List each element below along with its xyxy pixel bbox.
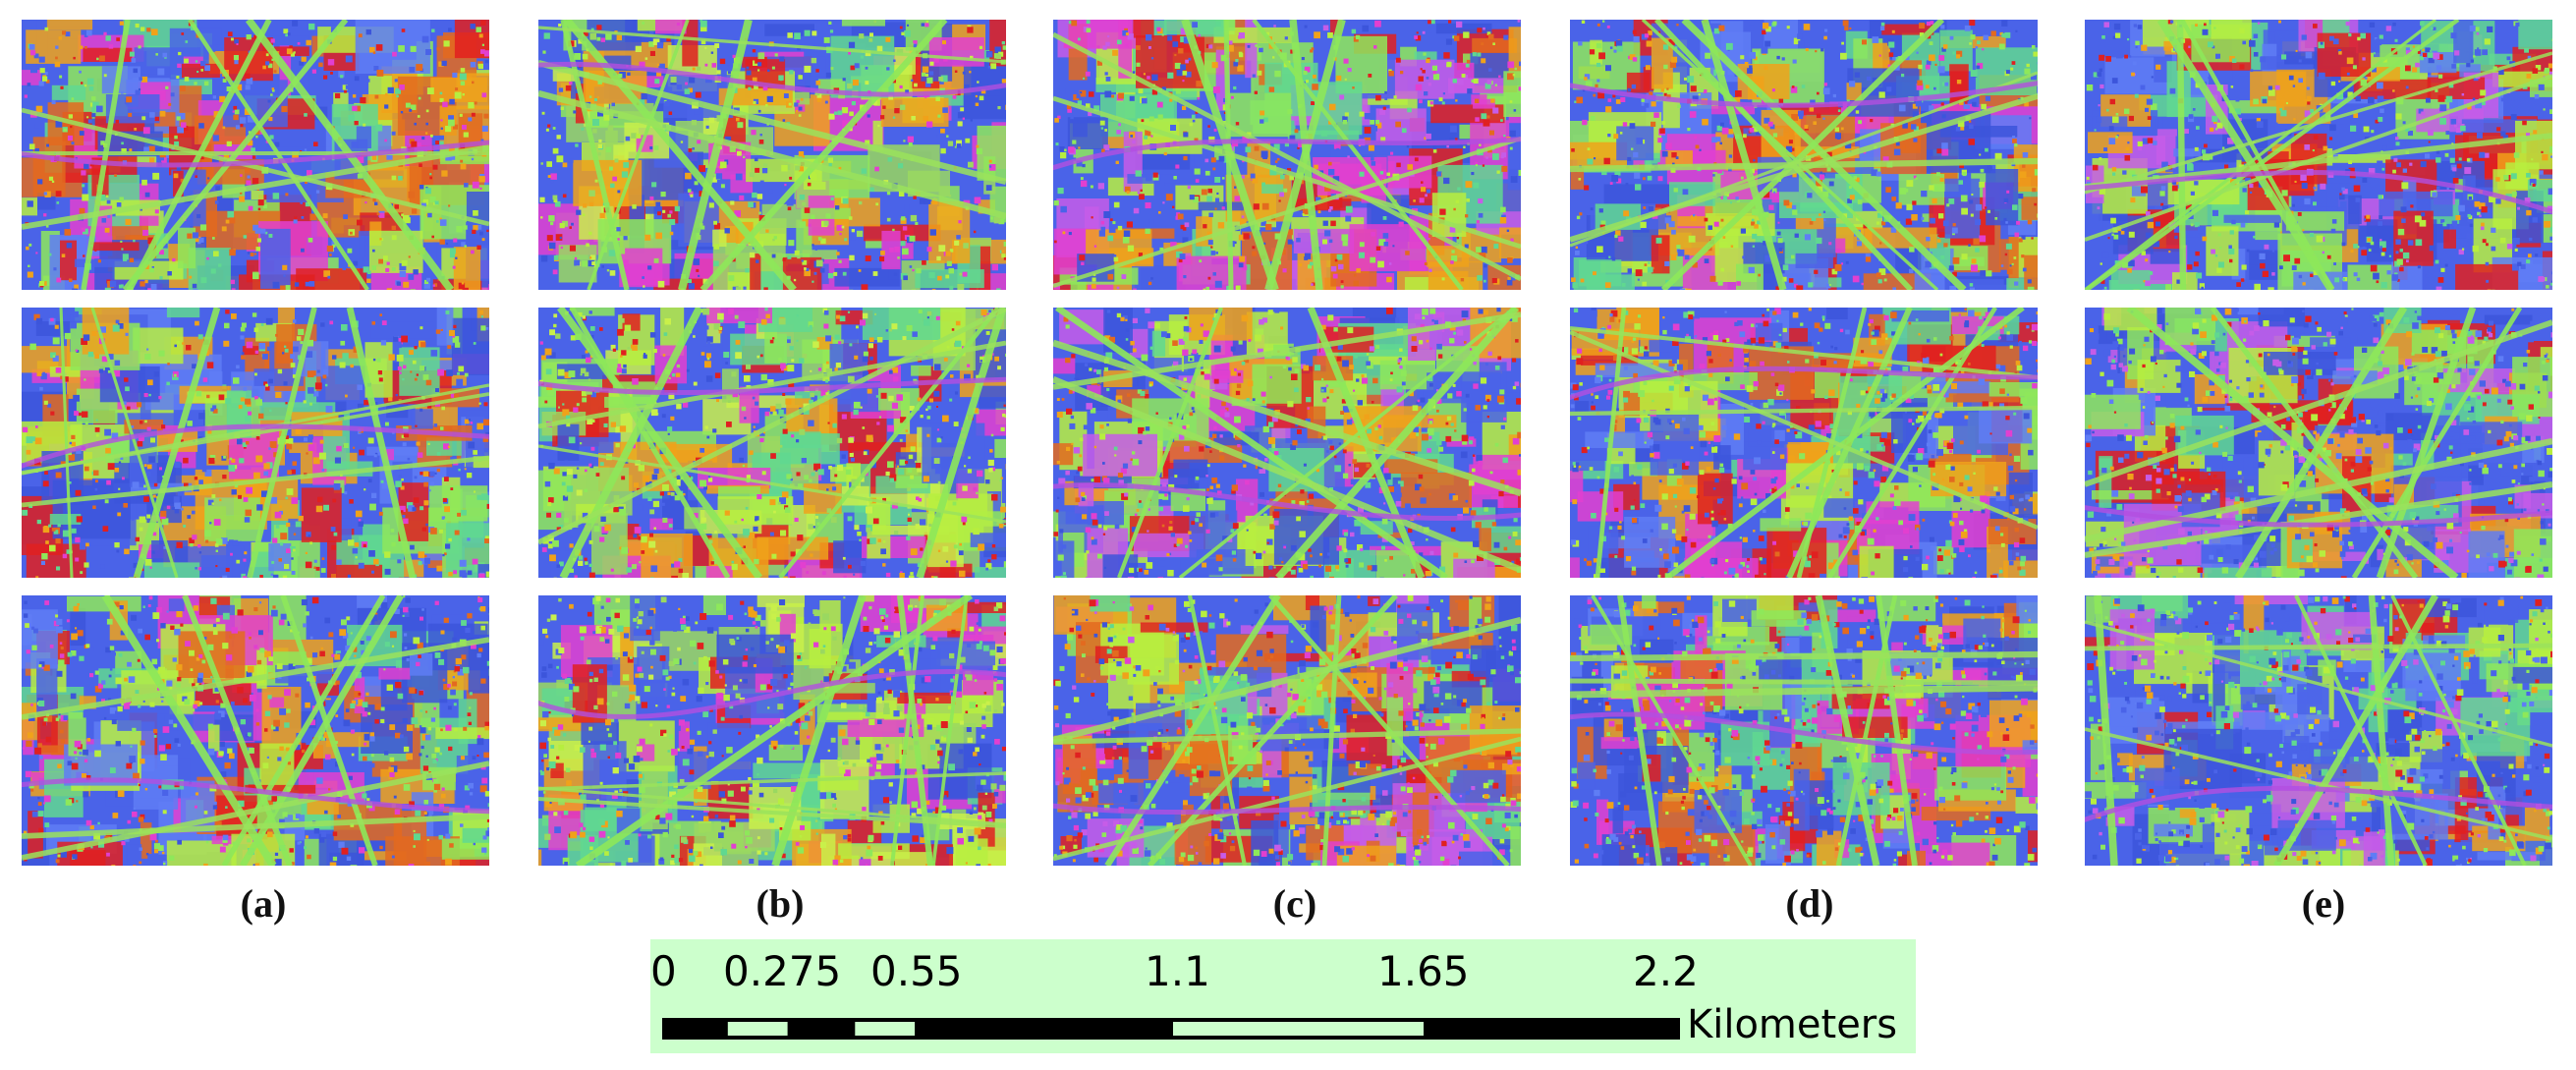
- scale-segment-light: [855, 1022, 916, 1036]
- classification-map-tile: [538, 20, 1006, 290]
- caption-c: (c): [1272, 881, 1317, 926]
- classification-map-tile: [538, 308, 1006, 578]
- caption-e: (e): [2301, 881, 2346, 926]
- classification-map-tile: [538, 595, 1006, 866]
- scale-segment-dark: [789, 1018, 854, 1040]
- classification-map-tile: [1570, 595, 2038, 866]
- scale-tick-label: 0: [650, 947, 677, 995]
- caption-d: (d): [1785, 881, 1834, 926]
- caption-b: (b): [756, 881, 805, 926]
- scale-segment-dark: [917, 1018, 1171, 1040]
- scale-tick-label: 1.1: [1145, 947, 1210, 995]
- scale-bar: 0 0.275 0.55 1.1 1.65 2.2 Kilometers: [650, 939, 1916, 1053]
- scale-tick-label: 0.55: [870, 947, 963, 995]
- scale-segment-light: [1173, 1022, 1424, 1036]
- classification-map-tile: [1053, 595, 1521, 866]
- scale-tick-label: 0.275: [723, 947, 842, 995]
- caption-a: (a): [240, 881, 287, 926]
- scale-segment-dark: [662, 1018, 726, 1040]
- classification-map-tile: [2085, 20, 2552, 290]
- scale-bar-segments: [662, 1018, 1680, 1040]
- scale-tick-label: 2.2: [1633, 947, 1699, 995]
- classification-map-tile: [2085, 308, 2552, 578]
- scale-segment-light: [727, 1022, 788, 1036]
- scale-unit-label: Kilometers: [1687, 1002, 1898, 1047]
- scale-segment-dark: [1426, 1018, 1680, 1040]
- classification-map-grid: [22, 20, 2552, 866]
- classification-map-tile: [1570, 308, 2038, 578]
- classification-map-tile: [22, 20, 489, 290]
- scale-tick-label: 1.65: [1377, 947, 1470, 995]
- classification-map-tile: [2085, 595, 2552, 866]
- classification-map-tile: [1053, 308, 1521, 578]
- classification-map-tile: [22, 595, 489, 866]
- classification-map-tile: [22, 308, 489, 578]
- classification-map-tile: [1053, 20, 1521, 290]
- classification-map-tile: [1570, 20, 2038, 290]
